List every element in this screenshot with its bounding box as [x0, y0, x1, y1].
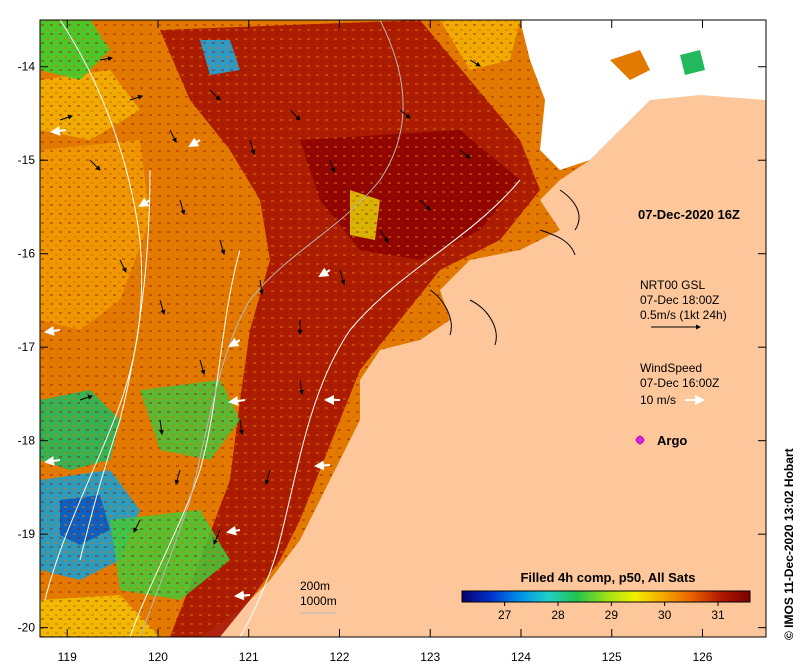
wind-legend-scale: 10 m/s — [640, 393, 676, 407]
current-legend-title: NRT00 GSL — [640, 278, 705, 292]
cloud-mask — [520, 20, 766, 170]
latitude-axis: -14 -15 -16 -17 -18 -19 -20 — [18, 60, 766, 635]
colorbar-tick-label: 29 — [605, 608, 619, 622]
lat-tick-label: -18 — [18, 434, 36, 448]
argo-label: Argo — [657, 433, 687, 448]
lon-tick-label: 121 — [239, 650, 259, 664]
contour-1000m — [139, 20, 404, 637]
colorbar-tick-label: 31 — [711, 608, 725, 622]
colorbar-tick-label: 27 — [498, 608, 512, 622]
depth-200-label: 200m — [300, 579, 330, 593]
lat-tick-label: -16 — [18, 247, 36, 261]
plot-frame — [39, 19, 767, 638]
lat-tick-label: -15 — [18, 153, 36, 167]
lat-tick-label: -20 — [18, 621, 36, 635]
credit-text: © IMOS 11-Dec-2020 13:02 Hobart — [782, 448, 796, 640]
lat-tick-label: -19 — [18, 527, 36, 541]
coastline — [429, 189, 580, 346]
lon-tick-label: 126 — [692, 650, 712, 664]
colorbar-tick-label: 28 — [551, 608, 565, 622]
colorbar-ticks: 27 28 29 30 31 — [498, 602, 725, 622]
depth-1000-label: 1000m — [300, 594, 337, 608]
lat-tick-label: -14 — [18, 60, 36, 74]
lon-tick-label: 123 — [420, 650, 440, 664]
argo-marker-icon — [635, 435, 645, 445]
current-legend-scale: 0.5m/s (1kt 24h) — [640, 308, 727, 322]
lon-tick-label: 125 — [602, 650, 622, 664]
wind-legend-title: WindSpeed — [640, 361, 702, 375]
wind-legend-time: 07-Dec 16:00Z — [640, 376, 719, 390]
sea-surface-temperature-field — [40, 20, 766, 637]
longitude-axis: 119 120 121 122 123 124 125 126 — [58, 20, 713, 664]
lon-tick-label: 124 — [511, 650, 531, 664]
lat-tick-label: -17 — [18, 340, 36, 354]
colorbar-tick-label: 30 — [658, 608, 672, 622]
current-legend-time: 07-Dec 18:00Z — [640, 293, 719, 307]
date-title: 07-Dec-2020 16Z — [638, 207, 740, 222]
colorbar — [461, 590, 751, 603]
current-vectors — [59, 56, 481, 545]
lon-tick-label: 119 — [58, 650, 77, 664]
lon-tick-label: 122 — [329, 650, 349, 664]
colorbar-title: Filled 4h comp, p50, All Sats — [520, 570, 695, 585]
lon-tick-label: 120 — [148, 650, 168, 664]
wind-vectors — [44, 125, 340, 601]
